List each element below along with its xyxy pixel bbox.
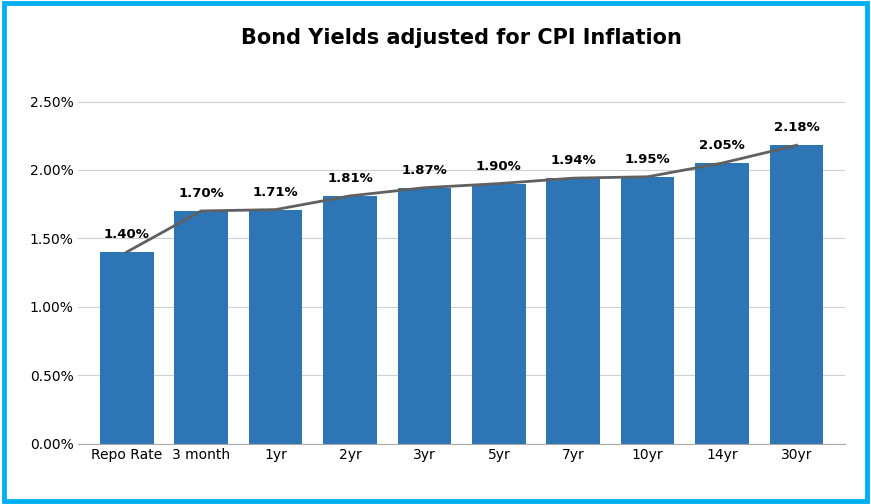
Text: 2.18%: 2.18% <box>773 121 820 135</box>
Bar <box>695 163 749 444</box>
Bar <box>770 145 823 444</box>
Bar <box>621 177 674 444</box>
Bar <box>472 183 525 444</box>
Text: 1.81%: 1.81% <box>327 172 373 185</box>
Bar <box>323 196 377 444</box>
Title: Bond Yields adjusted for CPI Inflation: Bond Yields adjusted for CPI Inflation <box>241 28 682 48</box>
Text: 1.87%: 1.87% <box>402 164 448 177</box>
Text: 1.90%: 1.90% <box>476 160 522 173</box>
Text: 1.95%: 1.95% <box>625 153 671 166</box>
Bar <box>174 211 228 444</box>
Bar <box>546 178 600 444</box>
Text: 1.94%: 1.94% <box>550 154 596 167</box>
Text: 1.71%: 1.71% <box>253 185 299 199</box>
Text: 2.05%: 2.05% <box>699 139 745 152</box>
Text: 1.40%: 1.40% <box>104 228 150 241</box>
Bar <box>398 187 451 444</box>
Bar <box>100 252 153 444</box>
Bar <box>249 210 302 444</box>
Text: 1.70%: 1.70% <box>179 187 224 200</box>
